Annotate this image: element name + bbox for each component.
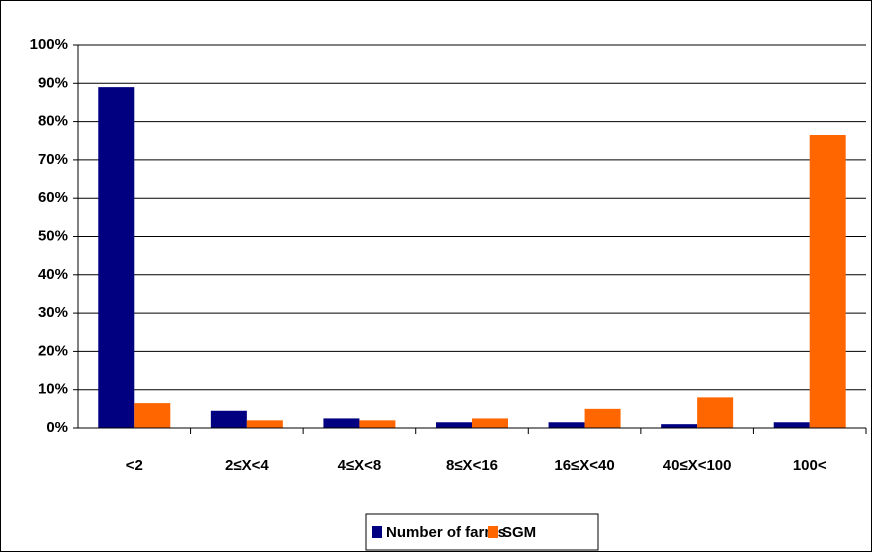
bar — [584, 408, 621, 428]
legend-swatch — [488, 526, 498, 538]
x-tick-label: 2≤X<4 — [225, 457, 269, 474]
x-tick-label: 100< — [793, 457, 827, 474]
bar — [323, 418, 360, 428]
bar — [246, 420, 283, 428]
bar — [134, 403, 171, 428]
x-tick-label: <2 — [126, 457, 143, 474]
bar — [809, 135, 846, 428]
bar — [359, 420, 396, 428]
x-tick-label: 8≤X<16 — [446, 457, 498, 474]
y-tick-label: 20% — [38, 342, 68, 359]
bar — [548, 422, 585, 428]
bar — [436, 422, 472, 428]
y-tick-label: 10% — [38, 381, 68, 398]
legend-box — [365, 513, 599, 551]
bar — [773, 422, 810, 428]
legend-label: Number of farms — [386, 524, 506, 541]
y-tick-label: 50% — [38, 227, 68, 244]
x-tick-label: 4≤X<8 — [338, 457, 382, 474]
y-tick-label: 0% — [46, 419, 68, 436]
y-tick-label: 100% — [30, 36, 68, 53]
y-tick-label: 90% — [38, 74, 68, 91]
bar — [472, 418, 508, 428]
x-tick-label: 40≤X<100 — [663, 457, 732, 474]
legend-label: SGM — [502, 524, 536, 541]
y-tick-label: 40% — [38, 266, 68, 283]
bar — [210, 410, 247, 428]
bar — [661, 424, 698, 428]
bar — [98, 87, 135, 428]
y-tick-label: 30% — [38, 304, 68, 321]
x-tick-label: 16≤X<40 — [554, 457, 614, 474]
y-tick-label: 60% — [38, 189, 68, 206]
bar — [697, 397, 734, 428]
legend-swatch — [372, 526, 382, 538]
y-tick-label: 70% — [38, 151, 68, 168]
y-tick-label: 80% — [38, 113, 68, 130]
